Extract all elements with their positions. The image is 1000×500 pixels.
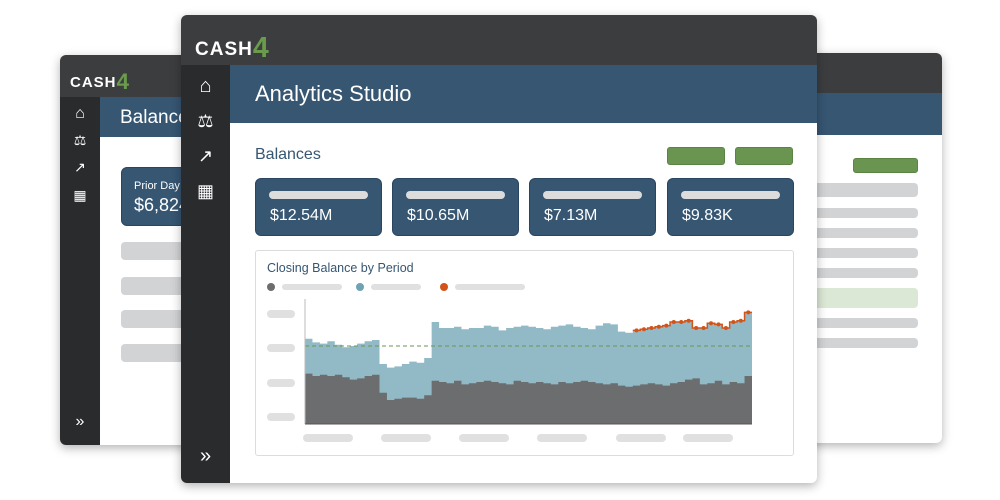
kpi-value: $12.54M	[270, 207, 333, 224]
analytics-window: CASH4 ⌂ ⚖ ↗ ▦ » Analytics Studio Balance…	[181, 15, 817, 483]
page-title: Balances	[120, 107, 199, 128]
orange-point	[701, 326, 706, 330]
y-tick-placeholder	[267, 344, 295, 352]
cash4-logo: CASH4	[195, 32, 270, 64]
kpi-value: $10.65M	[407, 207, 470, 224]
kpi-card[interactable]: $12.54M	[255, 178, 382, 236]
orange-point	[716, 322, 721, 327]
orange-point	[634, 328, 639, 333]
orange-point	[686, 318, 691, 323]
chart-title: Closing Balance by Period	[267, 261, 414, 275]
orange-point	[649, 326, 654, 330]
orange-series-line	[632, 311, 752, 332]
orange-point	[723, 326, 728, 330]
action-button[interactable]	[853, 158, 918, 173]
card-value: $6,824	[134, 195, 190, 215]
kpi-value: $7.13M	[544, 207, 598, 224]
gray-series-area	[305, 373, 752, 424]
expand-icon[interactable]: »	[199, 445, 212, 467]
kpi-card[interactable]: $7.13M	[529, 178, 656, 236]
orange-point	[679, 320, 684, 324]
sidebar: ⌂ ⚖ ↗ ▦ »	[60, 97, 100, 445]
action-button-1[interactable]	[667, 147, 725, 165]
trend-icon[interactable]: ↗	[197, 146, 214, 166]
x-tick-placeholder	[303, 434, 353, 442]
orange-point	[641, 327, 646, 332]
x-tick-placeholder	[381, 434, 431, 442]
title-band: Analytics Studio	[230, 65, 817, 123]
kpi-card[interactable]: $9.83K	[667, 178, 794, 236]
legend-dot-blue	[356, 283, 364, 291]
y-axis-placeholders	[267, 310, 295, 421]
home-icon[interactable]: ⌂	[199, 75, 212, 97]
legend-label-placeholder	[371, 284, 421, 290]
home-icon[interactable]: ⌂	[75, 105, 85, 122]
card-label: Prior Day	[134, 180, 180, 192]
sidebar: ⌂ ⚖ ↗ ▦ »	[181, 65, 230, 483]
y-tick-placeholder	[267, 379, 295, 387]
orange-point	[671, 320, 676, 324]
y-tick-placeholder	[267, 310, 295, 318]
y-tick-placeholder	[267, 413, 295, 421]
orange-point	[664, 323, 669, 328]
page-title: Analytics Studio	[255, 81, 412, 106]
action-button-2[interactable]	[735, 147, 793, 165]
highlighted-row[interactable]	[800, 288, 918, 308]
plot-area	[304, 299, 752, 425]
orange-point	[694, 326, 699, 330]
scale-icon[interactable]: ⚖	[73, 132, 87, 148]
dashboard-icon[interactable]: ▦	[73, 187, 87, 203]
x-tick-placeholder	[537, 434, 587, 442]
legend	[267, 283, 525, 291]
section-title: Balances	[255, 146, 321, 163]
scale-icon[interactable]: ⚖	[197, 111, 214, 131]
orange-point	[731, 320, 736, 324]
orange-point	[709, 321, 714, 326]
legend-dot-gray	[267, 283, 275, 291]
x-axis-placeholders	[303, 434, 733, 442]
trend-icon[interactable]: ↗	[74, 159, 86, 175]
x-tick-placeholder	[616, 434, 666, 442]
expand-icon[interactable]: »	[75, 413, 85, 430]
legend-dot-orange	[440, 283, 448, 291]
kpi-value: $9.83K	[682, 207, 733, 224]
legend-label-placeholder	[282, 284, 342, 290]
closing-balance-chart: Closing Balance by Period	[267, 261, 752, 442]
chart-panel: Closing Balance by Period	[255, 250, 794, 456]
kpi-card[interactable]: $10.65M	[392, 178, 519, 236]
window-header: CASH4	[181, 15, 817, 65]
orange-point	[656, 324, 661, 329]
legend-label-placeholder	[455, 284, 525, 290]
orange-point	[738, 318, 743, 323]
x-tick-placeholder	[683, 434, 733, 442]
orange-point	[746, 310, 751, 315]
x-tick-placeholder	[459, 434, 509, 442]
cash4-logo: CASH4	[70, 69, 131, 94]
dashboard-icon[interactable]: ▦	[196, 181, 214, 201]
